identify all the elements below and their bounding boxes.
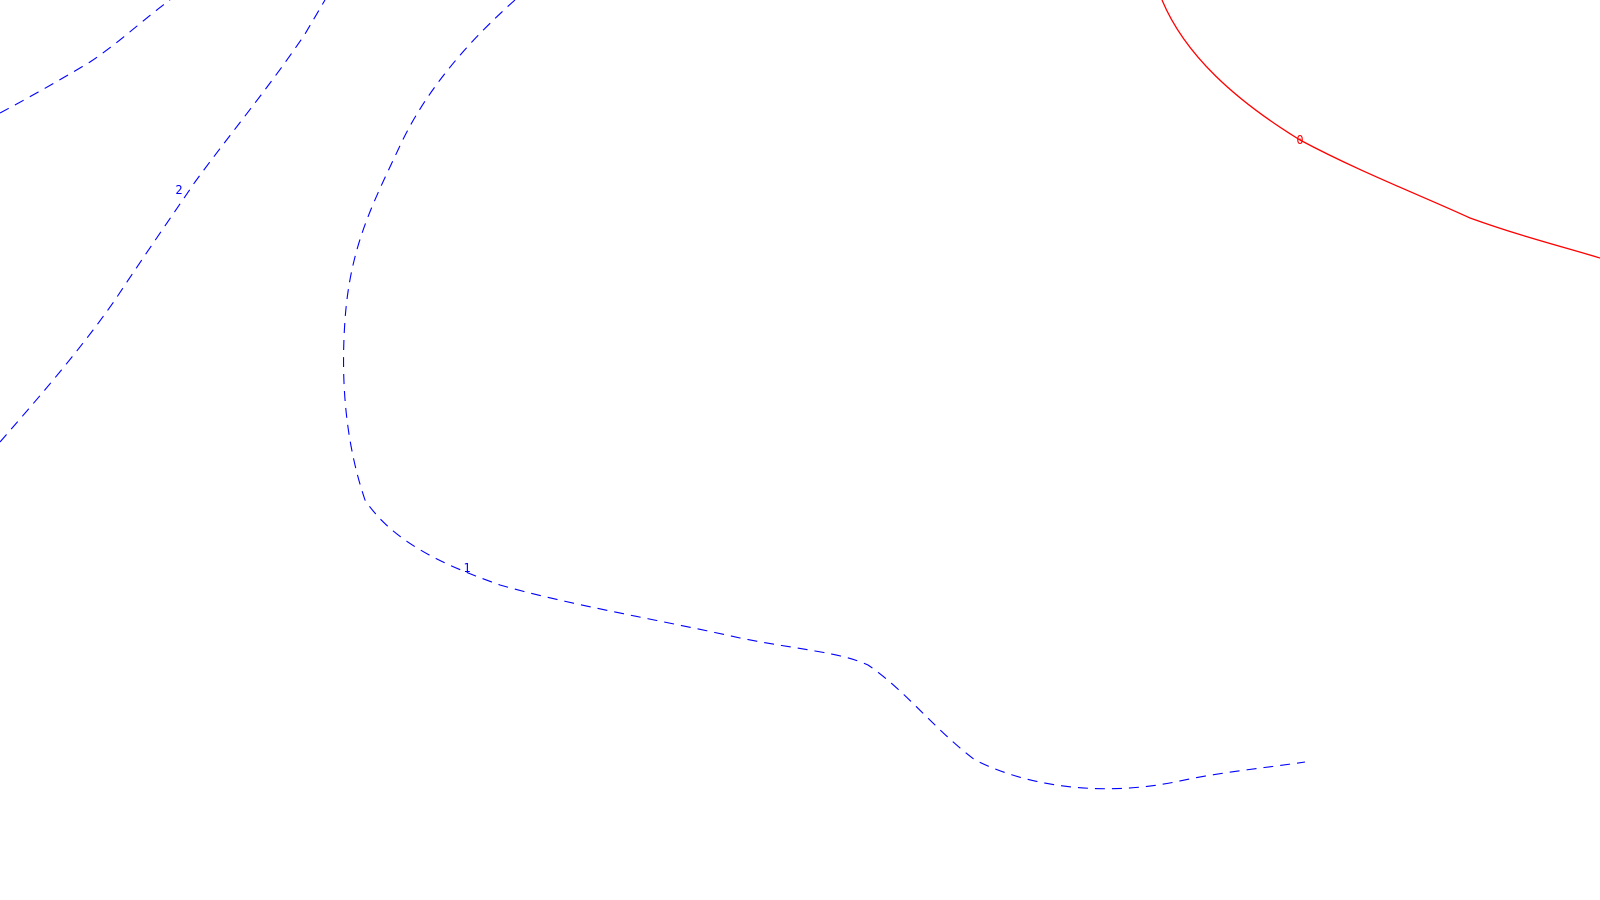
contour-label-level-2: 2: [175, 183, 182, 197]
contour-label-level-0: 0: [1296, 133, 1303, 147]
contour-line-level-0: [1161, 0, 1600, 259]
contour-line-level-2-upper: [0, 0, 171, 114]
contour-line-level-2-diagonal: [0, 0, 326, 443]
contour-label-level-1: 1: [463, 561, 470, 575]
contour-line-level-1: [342, 0, 1306, 790]
